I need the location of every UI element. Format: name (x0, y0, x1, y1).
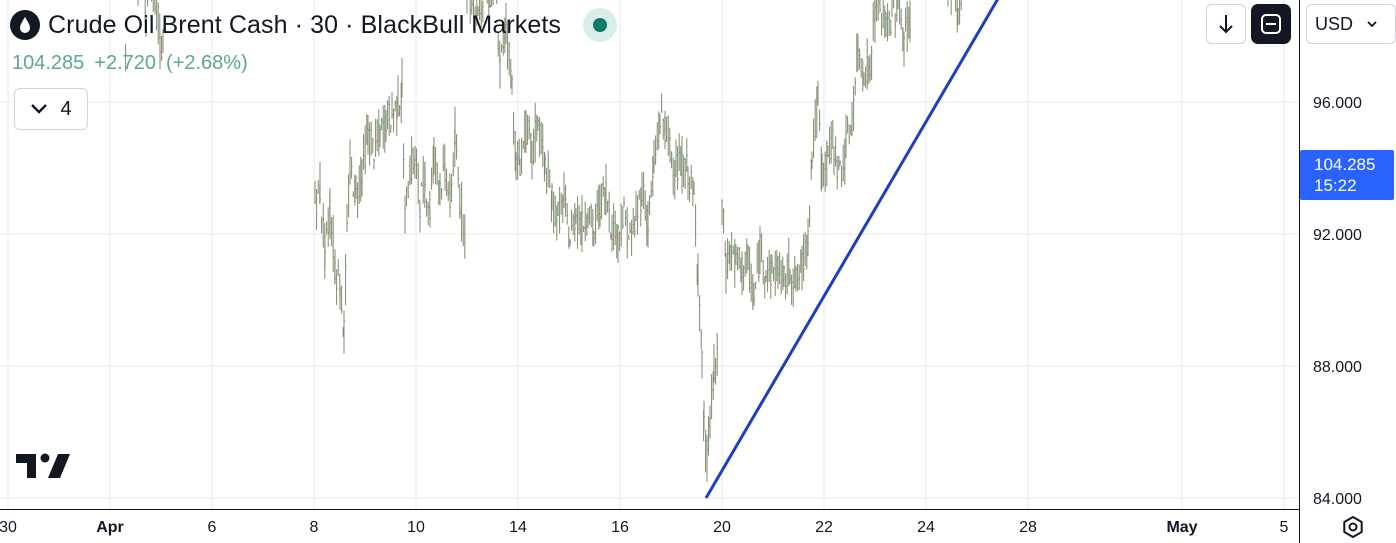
chevron-down-icon (1367, 21, 1377, 28)
status-dot (593, 18, 608, 32)
y-tick-label: 84.000 (1313, 491, 1362, 508)
price-label-countdown: 15:22 (1314, 176, 1357, 195)
currency-value: USD (1315, 13, 1354, 34)
x-tick-label: 28 (1019, 519, 1037, 536)
oil-drop-icon (10, 10, 40, 40)
y-tick-label: 92.000 (1313, 227, 1362, 244)
currency-select[interactable]: USD (1306, 4, 1396, 44)
x-tick-label: 24 (917, 519, 935, 536)
price-bars (125, 0, 963, 483)
download-button[interactable] (1206, 4, 1246, 44)
current-price-label: 104.285 15:22 (1300, 150, 1394, 200)
last-price: 104.285 (12, 52, 85, 74)
chevron-down-icon (31, 104, 48, 114)
price-change: +2.720 (94, 52, 157, 74)
chart-grid (0, 0, 1299, 509)
trendline-drawing[interactable] (704, 0, 1146, 499)
symbol-title[interactable]: Crude Oil Brent Cash · 30 · BlackBull Ma… (48, 10, 562, 39)
x-tick-label: 20 (713, 519, 731, 536)
y-tick-label: 88.000 (1313, 359, 1362, 376)
gear-icon (1343, 516, 1363, 538)
x-tick-label: 10 (407, 519, 425, 536)
price-change-percent: (+2.68%) (166, 52, 248, 74)
x-tick-label: 30 (0, 519, 17, 536)
x-tick-label: 16 (611, 519, 629, 536)
market-open-dot-icon[interactable] (583, 8, 618, 42)
price-label-value: 104.285 (1314, 155, 1376, 174)
indicator-count: 4 (60, 97, 72, 120)
arrow-down-icon (1219, 15, 1233, 34)
y-tick-label: 96.000 (1313, 95, 1362, 112)
fullscreen-button[interactable] (1251, 4, 1291, 44)
x-tick-label: May (1166, 519, 1197, 536)
x-tick-label: Apr (96, 519, 124, 536)
x-tick-label: 8 (310, 519, 319, 536)
price-quote: 104.285 +2.720 (+2.68%) (12, 52, 248, 75)
x-tick-label: 14 (509, 519, 527, 536)
time-axis[interactable]: 30 Apr 6 8 10 14 16 20 22 24 28 May 5 (0, 519, 1289, 536)
chart-settings-button[interactable] (1336, 512, 1370, 542)
x-tick-label: 22 (815, 519, 833, 536)
symbol-header: Crude Oil Brent Cash · 30 · BlackBull Ma… (10, 8, 618, 42)
fullscreen-icon (1261, 14, 1281, 34)
tradingview-logo-icon[interactable] (16, 452, 70, 485)
x-tick-label: 5 (1280, 519, 1289, 536)
indicators-collapse-button[interactable]: 4 (14, 88, 88, 130)
x-tick-label: 6 (208, 519, 217, 536)
